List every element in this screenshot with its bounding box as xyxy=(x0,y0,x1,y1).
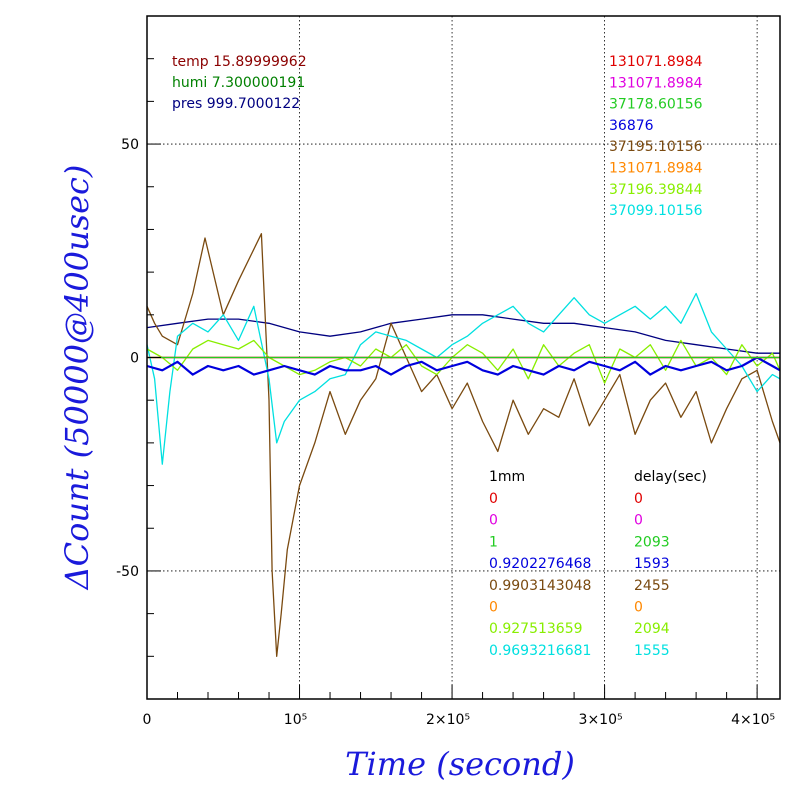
env-reading: pres 999.7000122 xyxy=(172,96,300,112)
table-cell-delay: 0 xyxy=(634,513,643,529)
table-cell-delay: 1593 xyxy=(634,556,670,572)
table-cell-1mm: 1 xyxy=(489,534,498,550)
table-cell-delay: 1555 xyxy=(634,643,670,659)
table-cell-delay: 2093 xyxy=(634,534,670,550)
table-cell-1mm: 0 xyxy=(489,491,498,507)
table-cell-delay: 2094 xyxy=(634,621,670,637)
x-axis-title: Time (second) xyxy=(345,745,575,783)
series-line xyxy=(146,339,781,384)
table-cell-1mm: 0 xyxy=(489,513,498,529)
x-tick-label: 0 xyxy=(143,712,152,728)
series-layer xyxy=(146,233,781,657)
x-tick-label: 10⁵ xyxy=(284,712,307,728)
table-cell-delay: 0 xyxy=(634,600,643,616)
table-header-delay: delay(sec) xyxy=(634,469,707,485)
y-tick-label: -50 xyxy=(116,564,139,580)
x-tick-label: 4×10⁵ xyxy=(731,712,775,728)
series-line xyxy=(146,292,781,465)
coefficient-table: 1mm delay(sec) 0 0 0 0 1 2093 0.9202276468 1593 0.… xyxy=(489,469,707,659)
table-cell-1mm: 0.927513659 xyxy=(489,621,583,637)
series-line xyxy=(146,314,780,354)
table-cell-1mm: 0.9693216681 xyxy=(489,643,591,659)
series-line xyxy=(146,356,781,376)
y-axis-title: ΔCount (50000@400usec) xyxy=(58,165,96,592)
env-reading: humi 7.300000191 xyxy=(172,75,305,91)
env-reading: temp 15.89999962 xyxy=(172,54,307,70)
table-header-1mm: 1mm xyxy=(489,469,525,485)
y-tick-label: 0 xyxy=(130,351,139,367)
header-value: 37196.39844 xyxy=(609,182,703,198)
x-tick-label: 2×10⁵ xyxy=(426,712,470,728)
header-value: 131071.8984 xyxy=(609,161,703,177)
header-value: 131071.8984 xyxy=(609,54,703,70)
table-cell-1mm: 0.9202276468 xyxy=(489,556,591,572)
env-readings: temp 15.89999962 humi 7.300000191 pres 999… xyxy=(172,54,307,112)
x-tick-label: 3×10⁵ xyxy=(579,712,623,728)
table-cell-1mm: 0.9903143048 xyxy=(489,578,591,594)
table-cell-delay: 2455 xyxy=(634,578,670,594)
header-value: 37178.60156 xyxy=(609,97,703,113)
y-tick-label: 50 xyxy=(121,137,139,153)
header-value: 131071.8984 xyxy=(609,75,703,91)
series-line xyxy=(146,233,781,657)
header-value: 37099.10156 xyxy=(609,203,703,219)
header-values: 131071.8984 131071.8984 37178.60156 36876 37… xyxy=(609,54,703,219)
axis-ticks: 0 10⁵ 2×10⁵ 3×10⁵ 4×10⁵ 50 0 -50 xyxy=(116,58,775,728)
header-value: 36876 xyxy=(609,118,654,134)
table-cell-1mm: 0 xyxy=(489,600,498,616)
header-value: 37195.10156 xyxy=(609,139,703,155)
table-cell-delay: 0 xyxy=(634,491,643,507)
